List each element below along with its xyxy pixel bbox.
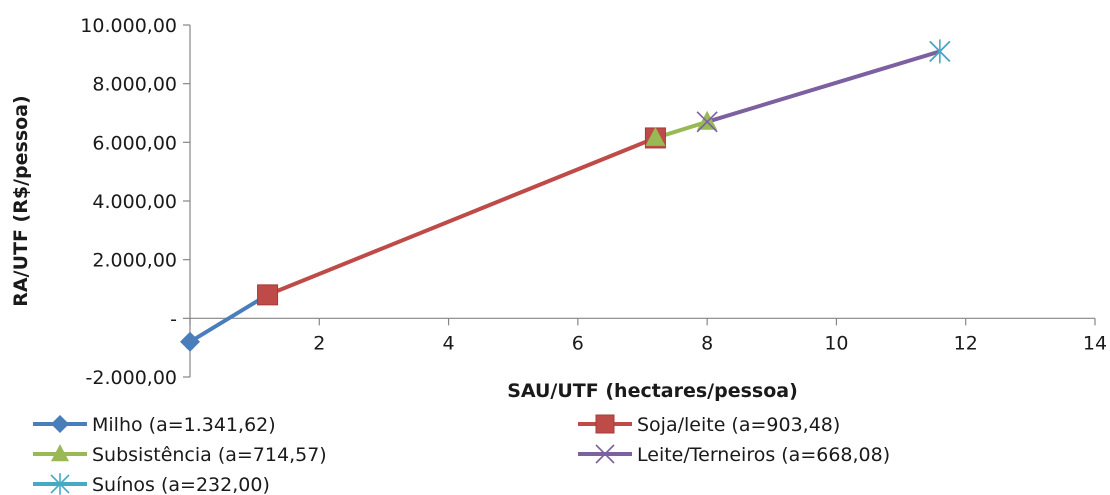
data-point [697,110,718,130]
legend-marker [50,473,70,495]
legend-label: Leite/Terneiros (a=668,08) [637,444,890,466]
series-line [188,293,269,344]
series-2 [266,136,657,297]
data-point [257,284,279,306]
y-tick-label: 10.000,00 [80,15,177,37]
data-point [180,331,200,352]
x-tick-label: 6 [572,332,584,354]
legend-item: Suínos (a=232,00) [33,473,270,495]
legend-label: Soja/leite (a=903,48) [637,414,840,436]
chart-axes: -2.000,00-2.000,004.000,006.000,008.000,… [80,15,1107,389]
series-line [706,49,941,124]
series-markers-5 [929,39,951,64]
series-1 [188,293,269,344]
marker-stroke [595,444,615,464]
chart-legend: Milho (a=1.341,62) Soja/leite (a=903,48) S… [33,414,890,495]
series-markers-3 [645,110,718,146]
x-tick-label: 4 [443,332,455,354]
y-tick-label: -2.000,00 [86,367,177,389]
y-tick-label: 8.000,00 [92,74,177,96]
y-tick-label: 2.000,00 [92,250,177,272]
y-tick-label: - [170,308,177,330]
legend-marker [595,414,615,434]
legend-item: Leite/Terneiros (a=668,08) [578,444,890,466]
x-tick-label: 8 [701,332,713,354]
y-axis-title: RA/UTF (R$/pessoa) [10,95,32,306]
legend-marker [51,444,69,462]
x-tick-label: 14 [1083,332,1107,354]
legend-marker [595,444,615,464]
x-axis-title: SAU/UTF (hectares/pessoa) [507,380,798,402]
data-point [645,126,666,146]
legend-item: Milho (a=1.341,62) [33,414,276,436]
series-4 [706,49,941,124]
legend-marker [51,415,69,433]
legend-item: Subsistência (a=714,57) [33,444,327,466]
y-tick-label: 6.000,00 [92,132,177,154]
legend-item: Soja/leite (a=903,48) [578,414,840,436]
series-line [266,136,657,297]
legend-label: Subsistência (a=714,57) [92,444,327,466]
marker-stroke [696,111,718,133]
y-tick-label: 4.000,00 [92,191,177,213]
x-tick-label: 10 [824,332,848,354]
chart-series [180,39,951,352]
data-point [696,111,718,133]
legend-label: Suínos (a=232,00) [92,474,270,495]
x-tick-label: 12 [954,332,978,354]
data-point [929,39,951,64]
legend-label: Milho (a=1.341,62) [92,414,276,436]
x-tick-label: 2 [313,332,325,354]
